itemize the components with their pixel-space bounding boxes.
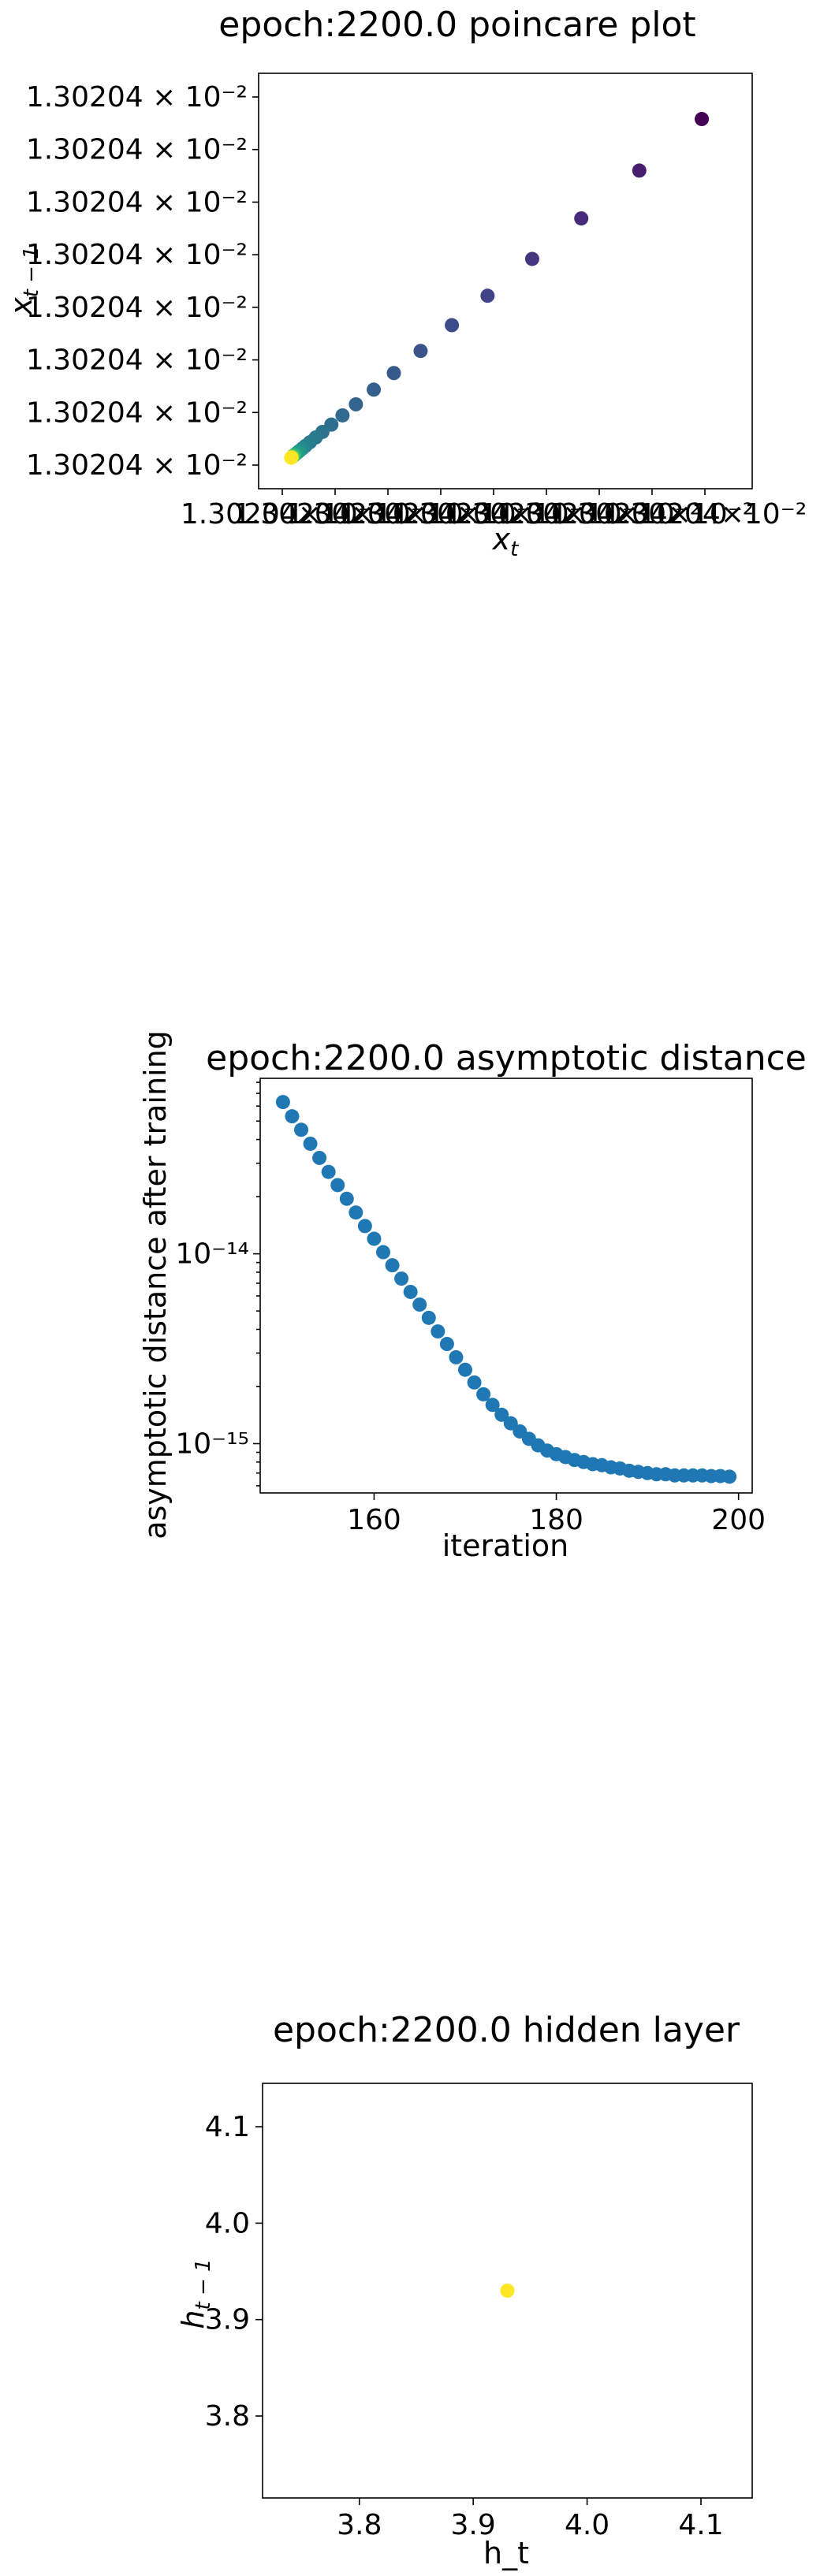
asymptotic-point [485, 1398, 500, 1413]
poincare-point [524, 251, 539, 266]
poincare-x-tick-label: 1.30204×10⁻² [392, 498, 595, 530]
asymptotic-x-label: iteration [442, 1528, 569, 1563]
poincare-x-tick-label: 1.30204×10⁻² [445, 498, 648, 530]
hidden-layer-x-label: h_t [483, 2536, 529, 2570]
asymptotic-point [357, 1219, 372, 1234]
hidden-layer-title: epoch:2200.0 hidden layer [273, 2010, 740, 2050]
hidden-layer-x-tick-label: 3.9 [451, 2509, 496, 2541]
poincare-point [413, 344, 428, 359]
asymptotic-distance-frame [259, 1078, 753, 1494]
poincare-x-ticks: 1.30204×10⁻²1.30204×10⁻²1.30204×10⁻²1.30… [181, 489, 807, 530]
poincare-plot-chart: epoch:2200.0 poincare plot 1.30204 × 10⁻… [4, 5, 807, 561]
poincare-point [367, 382, 382, 397]
poincare-point [574, 211, 589, 226]
asymptotic-point [722, 1469, 737, 1484]
poincare-x-tick-label: 1.30204×10⁻² [233, 498, 437, 530]
asymptotic-point [394, 1271, 409, 1286]
poincare-point [349, 396, 363, 411]
asymptotic-point [294, 1122, 308, 1137]
hidden-layer-y-tick-label: 4.0 [205, 2207, 250, 2239]
hidden-layer-frame [262, 2083, 753, 2499]
asymptotic-point [285, 1109, 300, 1124]
hidden-layer-y-label: ht − 1 [176, 2258, 215, 2328]
asymptotic-x-tick-label: 180 [529, 1504, 583, 1536]
poincare-plot-frame [258, 73, 753, 490]
asymptotic-y-tick-label: 10⁻¹⁵ [175, 1428, 249, 1460]
asymptotic-x-tick-label: 160 [347, 1504, 401, 1536]
asymptotic-point [376, 1245, 390, 1260]
asymptotic-y-ticks: 10⁻¹⁴ 10⁻¹⁵ [175, 1081, 260, 1487]
poincare-y-tick-label: 1.30204 × 10⁻² [26, 239, 248, 271]
poincare-point [335, 408, 350, 423]
asymptotic-y-tick-label: 10⁻¹⁴ [175, 1238, 249, 1271]
asymptotic-point [449, 1349, 464, 1364]
poincare-x-tick-label: 1.30204×10⁻² [550, 498, 754, 530]
poincare-y-tick-label: 1.30204 × 10⁻² [26, 186, 248, 218]
hidden-layer-points [500, 2284, 515, 2298]
asymptotic-point [439, 1337, 454, 1352]
hidden-layer-chart: epoch:2200.0 hidden layer 3.8 3.9 4.0 4.1 3… [176, 2010, 753, 2570]
poincare-point [386, 366, 401, 381]
hidden-layer-y-tick-label: 3.9 [205, 2304, 250, 2336]
hidden-layer-x-tick-label: 3.8 [337, 2509, 382, 2541]
hidden-layer-x-tick-label: 4.1 [678, 2509, 723, 2541]
poincare-x-tick-label: 1.30204×10⁻² [181, 498, 384, 530]
poincare-point [284, 450, 299, 465]
asymptotic-point [321, 1164, 336, 1179]
poincare-y-tick-label: 1.30204 × 10⁻² [26, 292, 248, 324]
poincare-x-tick-label: 1.30204×10⁻² [286, 498, 490, 530]
asymptotic-point [312, 1150, 327, 1165]
poincare-y-ticks: 1.30204 × 10⁻² 1.30204 × 10⁻² 1.30204 × 10… [26, 81, 259, 482]
asymptotic-points [275, 1095, 737, 1484]
hidden-layer-y-tick-label: 3.8 [205, 2400, 250, 2433]
poincare-y-tick-label: 1.30204 × 10⁻² [26, 134, 248, 166]
poincare-y-label: xt − 1 [4, 246, 43, 316]
asymptotic-point [349, 1205, 363, 1220]
asymptotic-point [303, 1136, 318, 1151]
asymptotic-point [494, 1407, 509, 1422]
asymptotic-point [385, 1258, 400, 1273]
asymptotic-distance-chart: epoch:2200.0 asymptotic distance 10⁻¹⁴10… [138, 1030, 807, 1563]
poincare-point [480, 288, 495, 303]
asymptotic-point [476, 1387, 491, 1402]
poincare-y-tick-label: 1.30204 × 10⁻² [26, 344, 248, 377]
asymptotic-point [330, 1178, 345, 1193]
asymptotic-x-ticks: 160 180 200 [347, 1493, 766, 1536]
asymptotic-point [421, 1310, 436, 1325]
asymptotic-point [339, 1191, 354, 1206]
asymptotic-point [412, 1297, 427, 1312]
poincare-point [632, 163, 647, 178]
asymptotic-point [431, 1324, 445, 1339]
poincare-y-tick-label: 1.30204 × 10⁻² [26, 396, 248, 429]
poincare-points [284, 112, 710, 465]
asymptotic-point [275, 1095, 290, 1110]
poincare-plot-title: epoch:2200.0 poincare plot [218, 5, 695, 45]
asymptotic-point [467, 1375, 482, 1390]
asymptotic-point [403, 1284, 418, 1299]
hidden-layer-point [500, 2284, 515, 2298]
poincare-x-tick-label: 1.30204×10⁻² [603, 498, 807, 530]
asymptotic-distance-title: epoch:2200.0 asymptotic distance [206, 1038, 807, 1078]
asymptotic-y-label: asymptotic distance after training [138, 1030, 173, 1539]
asymptotic-x-tick-label: 200 [711, 1504, 766, 1536]
hidden-layer-y-tick-label: 4.1 [205, 2111, 250, 2143]
hidden-layer-y-ticks: 3.8 3.9 4.0 4.1 [205, 2111, 263, 2433]
asymptotic-point [458, 1362, 472, 1377]
asymptotic-point [503, 1416, 518, 1431]
poincare-y-tick-label: 1.30204 × 10⁻² [26, 81, 248, 114]
hidden-layer-x-tick-label: 4.0 [565, 2509, 609, 2541]
poincare-point [695, 112, 710, 127]
asymptotic-point [367, 1231, 382, 1246]
hidden-layer-x-ticks: 3.8 3.9 4.0 4.1 [337, 2498, 724, 2541]
poincare-x-tick-label: 1.30204×10⁻² [339, 498, 542, 530]
poincare-x-tick-label: 1.30204×10⁻² [498, 498, 701, 530]
poincare-point [445, 318, 460, 333]
poincare-y-tick-label: 1.30204 × 10⁻² [26, 449, 248, 482]
